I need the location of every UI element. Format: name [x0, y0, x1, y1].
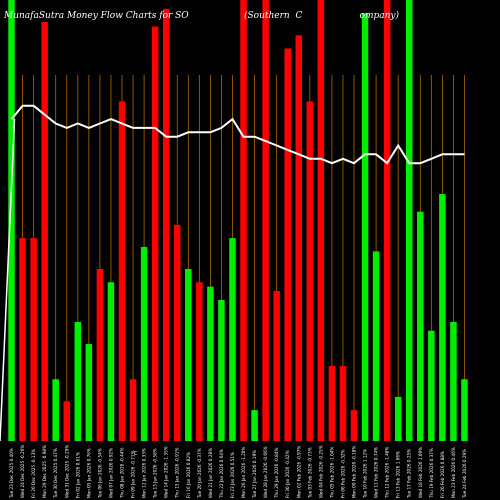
bar [273, 291, 280, 441]
x-tick-label: Thu 15 Jan 2026 -0.91% [175, 448, 180, 499]
bar [207, 286, 214, 441]
x-tick-label: Thu 22 Jan 2026 0.64% [219, 449, 224, 499]
bar [461, 379, 468, 441]
x-tick-label: Wed 24 Dec 2025 -0.26% [20, 445, 25, 498]
bar [63, 401, 71, 441]
bar [229, 238, 236, 441]
bar [196, 282, 203, 441]
x-tick-label: Fri 09 Jan 2026 -0.71% [131, 450, 136, 498]
bar [74, 321, 82, 441]
x-tick-label: Thu 08 Jan 2026 -0.44% [120, 448, 125, 499]
x-tick-label: Thu 19 Feb 2026 0.37% [429, 448, 434, 499]
bar [339, 366, 347, 441]
bar [262, 0, 269, 441]
x-tick-label: Wed 18 Feb 2026 1.09% [418, 447, 423, 498]
x-tick-label: Fri 30 Jan 2026 -0.42% [285, 450, 290, 498]
bar [107, 282, 115, 441]
bar [162, 8, 170, 441]
x-tick-label: Wed 11 Feb 2026 0.74% [374, 447, 379, 498]
bar [218, 299, 225, 441]
bar [118, 101, 126, 442]
bar [8, 0, 15, 441]
x-tick-label: Tue 27 Jan 2026 0.19% [252, 450, 257, 499]
x-tick-label: Wed 31 Dec 2025 -0.29% [64, 445, 69, 498]
bars [8, 0, 468, 442]
bar [96, 269, 104, 441]
bar [295, 35, 303, 441]
x-tick-label: Tue 10 Feb 2026 1.12% [363, 449, 368, 499]
bar [439, 194, 446, 441]
x-tick-label: Tue 23 Dec 2025 0.40% [9, 448, 14, 499]
x-tick-label: Mon 05 Jan 2026 0.76% [86, 448, 91, 498]
x-tick-label: Fri 02 Jan 2026 0.61% [75, 452, 80, 498]
bar [140, 246, 148, 441]
bar [428, 330, 435, 441]
bar [52, 379, 59, 441]
bar [151, 26, 159, 442]
x-tick-label: Tue 24 Feb 2026 0.29% [462, 449, 467, 499]
bar [394, 396, 402, 441]
x-tick-label: Mon 29 Dec 2025 -0.98% [42, 445, 47, 498]
bar [19, 238, 26, 441]
x-tick-label: Tue 17 Feb 2026 0.25% [407, 449, 412, 499]
x-tick-label: Tue 30 Dec 2025 0.47% [53, 448, 58, 499]
x-tick-label: Thu 12 Feb 2026 -1.48% [385, 447, 390, 499]
x-tick-label: Tue 06 Jan 2026 -0.54% [97, 448, 102, 499]
chart-subtitle: (Southern C ompany) [244, 10, 400, 21]
bar [317, 0, 325, 441]
money-flow-line [10, 104, 465, 165]
x-tick-label: Wed 28 Jan 2026 -0.66% [263, 446, 268, 498]
bar [372, 251, 380, 441]
x-tick-label: Fri 23 Jan 2026 0.51% [230, 452, 235, 498]
x-tick-label: Tue 20 Jan 2026 -0.37% [197, 448, 202, 499]
chart-title: MunafaSutra Money Flow Charts for SO [3, 11, 189, 21]
bar [251, 410, 258, 441]
x-tick-label: Fri 20 Feb 2026 0.88% [440, 451, 445, 498]
x-tick-label: Fri 26 Dec 2025 -0.13% [31, 449, 36, 498]
x-tick-label: Mon 09 Feb 2026 -0.18% [352, 446, 357, 498]
x-tick-label: Tue 13 Jan 2026 -0.58% [153, 448, 158, 499]
bar [284, 48, 291, 441]
bar [383, 0, 391, 441]
bar [129, 379, 137, 441]
bar [405, 0, 413, 441]
bar [41, 22, 48, 442]
bar [240, 0, 247, 441]
x-tick-label: Wed 04 Feb 2026 -0.25% [318, 445, 323, 498]
x-tick-label: Thu 05 Feb 2026 -1.04% [329, 447, 334, 499]
x-tick-label: Fri 13 Feb 2026 1.66% [396, 451, 401, 498]
entry-line [0, 119, 16, 442]
bar [328, 366, 336, 441]
x-tick-label: Mon 26 Jan 2026 -1.20% [241, 447, 246, 498]
x-tick-label: Wed 14 Jan 2026 -1.35% [164, 446, 169, 498]
x-tick-label: Mon 02 Feb 2026 -0.97% [296, 446, 301, 498]
bar [361, 13, 369, 441]
bar [417, 211, 424, 441]
bar [85, 343, 93, 441]
x-tick-label: Mon 23 Feb 2026 0.46% [451, 447, 456, 498]
x-tick-label: Fri 06 Feb 2026 -0.32% [340, 449, 345, 498]
bar [185, 269, 192, 441]
bar [30, 238, 37, 441]
x-tick-label: Tue 03 Feb 2026 -0.73% [307, 447, 312, 499]
x-tick-label: Fri 16 Jan 2026 0.82% [186, 452, 191, 498]
bar [306, 101, 314, 442]
bar [350, 410, 358, 441]
x-tick-label: Thu 29 Jan 2026 -0.84% [274, 448, 279, 499]
bar [173, 224, 181, 441]
x-tick-label: Wed 07 Jan 2026 0.92% [108, 448, 113, 498]
axis-marker: C [134, 451, 138, 457]
x-tick-label: Mon 12 Jan 2026 0.33% [142, 448, 147, 498]
x-tick-labels: Tue 23 Dec 2025 0.40% Wed 24 Dec 2025 -0.… [9, 445, 467, 499]
x-tick-label: Wed 21 Jan 2026 0.28% [208, 448, 213, 498]
bar [450, 321, 457, 441]
